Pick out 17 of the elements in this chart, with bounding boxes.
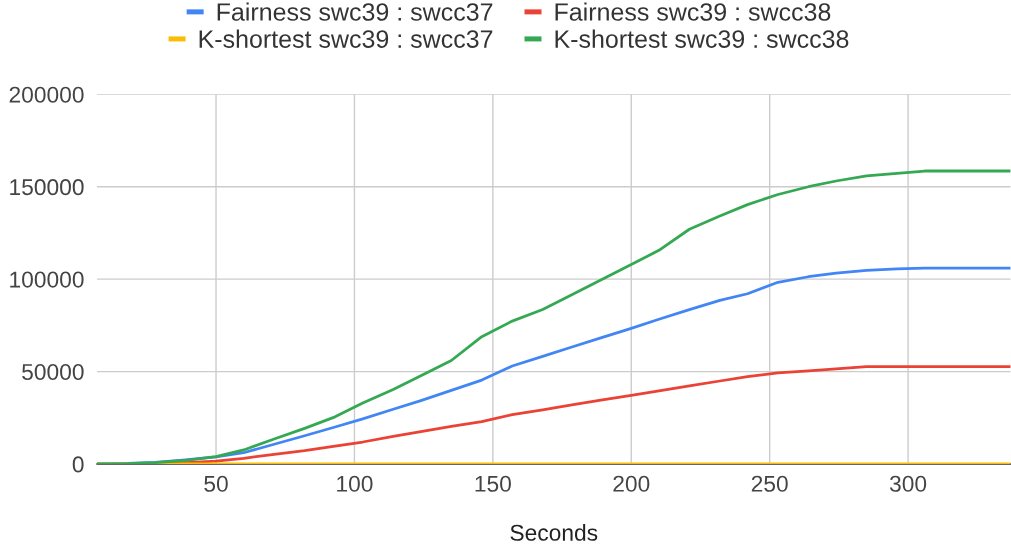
y-tick-label: 0 — [72, 456, 84, 473]
y-tick-label: 200000 — [9, 86, 84, 103]
x-tick-label: 100 — [337, 475, 373, 492]
y-tick-label: 100000 — [10, 271, 84, 288]
y-tick-label: 50000 — [22, 363, 84, 381]
y-tick-label: 150000 — [10, 179, 84, 196]
legend-label: Fairness swc39 : swcc37 — [217, 2, 493, 21]
legend-label: K-shortest swc39 : swcc37 — [199, 29, 493, 48]
legend-label: K-shortest swc39 : swcc38 — [555, 29, 849, 48]
legend-label: Fairness swc39 : swcc38 — [555, 2, 831, 21]
x-tick-label: 150 — [475, 475, 511, 492]
x-tick-label: 200 — [613, 475, 650, 492]
x-tick-label: 300 — [889, 475, 927, 492]
x-tick-label: 50 — [204, 475, 228, 492]
x-tick-label: 250 — [751, 475, 788, 492]
x-axis-title: Seconds — [510, 524, 598, 541]
line-series — [97, 169, 1011, 464]
